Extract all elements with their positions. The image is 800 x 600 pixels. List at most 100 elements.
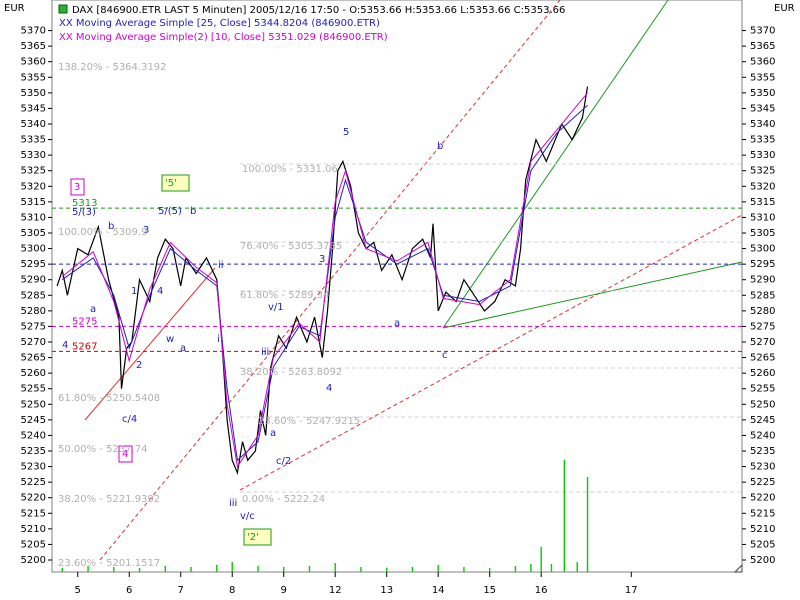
y-tick-label: 5255 <box>750 384 775 395</box>
volume-bar <box>87 566 89 572</box>
annotation: 5/(5) <box>158 206 182 217</box>
volume-bar <box>360 567 362 572</box>
y-tick-label: 5330 <box>21 150 46 161</box>
legend-entry: XX Moving Average Simple(2) [10, Close] … <box>59 32 388 43</box>
y-tick-label: 5290 <box>21 275 46 286</box>
legend-entry: XX Moving Average Simple [25, Close] 534… <box>59 18 380 29</box>
y-tick-label: 5215 <box>21 508 46 519</box>
level-label: 5275 <box>72 316 97 327</box>
annotation-box <box>161 174 190 192</box>
volume-bar <box>463 567 465 572</box>
volume-bar <box>563 460 566 572</box>
annotation: 23.60% - 5247.9215 <box>258 416 360 427</box>
y-tick-label: 5260 <box>21 368 46 379</box>
y-tick-label: 5275 <box>21 321 46 332</box>
y-tick-label: 5325 <box>750 166 775 177</box>
annotation: ii <box>218 260 224 271</box>
annotation: b <box>437 141 443 152</box>
annotation: 76.40% - 5305.3785 <box>240 241 342 252</box>
y-tick-label: 5330 <box>750 150 775 161</box>
annotation: c/2 <box>276 456 291 467</box>
y-tick-label: 5300 <box>21 244 46 255</box>
volume-bar <box>586 477 589 572</box>
annotation: 138.20% - 5364.3192 <box>58 62 167 73</box>
annotation: 61.80% - 5250.5408 <box>58 393 160 404</box>
y-tick-label: 5325 <box>21 166 46 177</box>
y-tick-label: 5305 <box>21 228 46 239</box>
annotation: w <box>166 334 174 345</box>
y-tick-label: 5310 <box>750 212 775 223</box>
volume-bar <box>216 565 218 572</box>
level-label: 5267 <box>72 341 97 352</box>
annotation: a <box>270 428 276 439</box>
series-icon <box>58 4 68 14</box>
y-tick-label: 5350 <box>21 88 46 99</box>
y-tick-label: 5260 <box>750 368 775 379</box>
y-tick-label: 5205 <box>21 539 46 550</box>
x-tick-label: 14 <box>432 585 445 596</box>
annotation: i <box>217 334 220 345</box>
annotation: 3 <box>319 254 325 265</box>
x-tick-label: 9 <box>281 585 287 596</box>
y-tick-label: 5245 <box>750 415 775 426</box>
y-tick-label: 5275 <box>750 321 775 332</box>
x-tick-label: 17 <box>625 585 638 596</box>
y-tick-label: 5360 <box>750 57 775 68</box>
annotation: b <box>190 206 196 217</box>
trend-line <box>99 0 561 561</box>
y-tick-label: 5300 <box>750 244 775 255</box>
y-tick-label: 5320 <box>21 181 46 192</box>
annotation-box <box>70 178 85 196</box>
y-tick-label: 5355 <box>21 72 46 83</box>
y-tick-label: 5320 <box>750 181 775 192</box>
y-tick-label: 5225 <box>750 477 775 488</box>
series-line <box>61 92 588 468</box>
x-tick-label: 13 <box>380 585 393 596</box>
y-tick-label: 5315 <box>21 197 46 208</box>
annotation-box <box>243 528 272 546</box>
annotation: 23.60% - 5201.1517 <box>58 558 160 569</box>
annotation: a <box>394 318 400 329</box>
plot-frame <box>51 0 743 573</box>
annotation-box <box>118 445 133 463</box>
annotation: 100.00% - 5309.9 <box>58 227 147 238</box>
x-tick-label: 16 <box>535 585 548 596</box>
annotation: 38.20% - 5263.8092 <box>240 367 342 378</box>
y-tick-label: 5235 <box>21 446 46 457</box>
y-tick-label: 5355 <box>750 72 775 83</box>
annotation: 3 <box>74 182 80 193</box>
x-tick-label: 15 <box>483 585 496 596</box>
y-tick-label: 5290 <box>750 275 775 286</box>
y-tick-label: 5250 <box>750 399 775 410</box>
chart-title: DAX [846900.ETR LAST 5 Minuten] 2005/12/… <box>72 5 565 16</box>
volume-bar <box>514 566 517 572</box>
volume-bar <box>257 566 259 572</box>
trend-line <box>84 267 216 421</box>
y-tick-label: 5265 <box>750 353 775 364</box>
y-tick-label: 5280 <box>21 306 46 317</box>
y-tick-label: 5240 <box>750 430 775 441</box>
annotation: 4 <box>122 449 128 460</box>
annotation: v/1 <box>268 302 284 313</box>
y-tick-label: 5270 <box>21 337 46 348</box>
annotation: 5 <box>343 127 349 138</box>
annotation: '5' <box>165 178 177 189</box>
x-tick-label: 5 <box>75 585 81 596</box>
y-tick-label: 5295 <box>21 259 46 270</box>
volume-bar <box>550 564 553 572</box>
x-tick-label: 7 <box>178 585 184 596</box>
resize-icon[interactable] <box>733 563 743 573</box>
volume-bar <box>488 568 491 572</box>
annotation: a <box>90 304 96 315</box>
y-tick-label: 5220 <box>21 493 46 504</box>
y-tick-label: 5285 <box>750 290 775 301</box>
x-tick-label: 6 <box>126 585 132 596</box>
annotation: b <box>108 221 114 232</box>
y-tick-label: 5240 <box>21 430 46 441</box>
y-tick-label: 5360 <box>21 57 46 68</box>
volume-bar <box>540 547 542 572</box>
annotation: iii <box>261 347 269 358</box>
y-tick-label: 5295 <box>750 259 775 270</box>
y-tick-label: 5350 <box>750 88 775 99</box>
annotation: 50.00% - 5237.74 <box>58 444 147 455</box>
